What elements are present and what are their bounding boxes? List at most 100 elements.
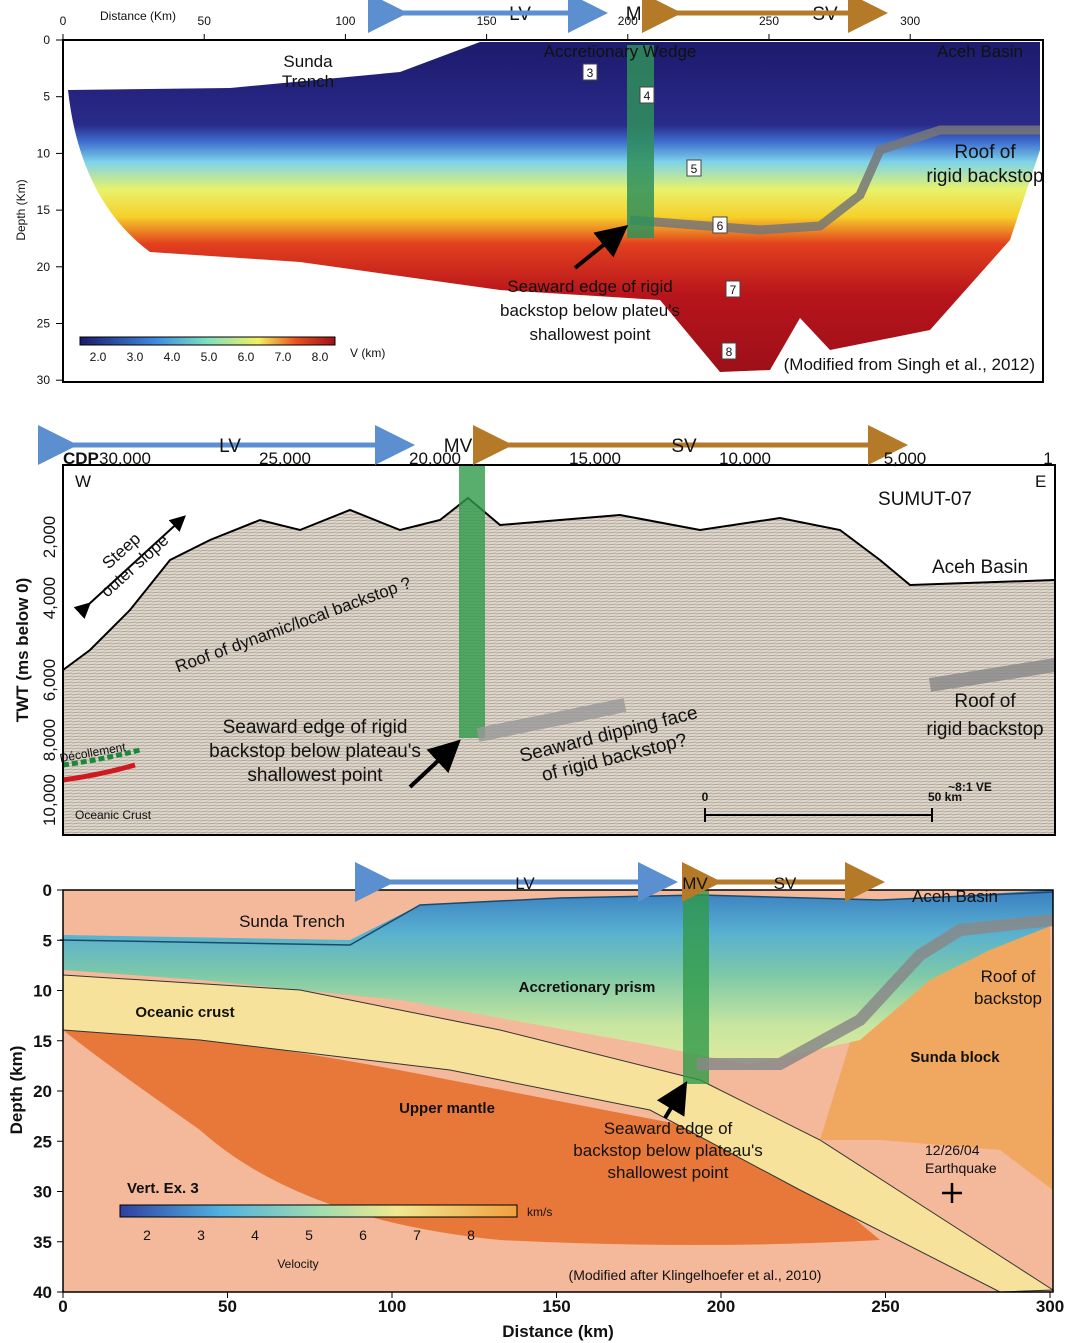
y-tick-label: 5: [43, 931, 52, 950]
label: Aceh Basin: [932, 557, 1028, 578]
line: backstop below plateu's: [500, 301, 680, 320]
x-axis-title: CDP: [63, 449, 99, 468]
y-tick-label: 25: [37, 317, 51, 331]
arrow-label: SV: [671, 436, 697, 457]
scale-label: 50 km: [928, 790, 962, 804]
y-axis-title: Depth (km): [7, 1046, 26, 1135]
line: Seaward edge of rigid: [223, 717, 408, 738]
colorbar-unit: V (km): [350, 346, 385, 360]
y-axis-title: TWT (ms below 0): [13, 578, 32, 723]
arrow-label: LV: [515, 874, 535, 893]
x-tick-label: 15,000: [569, 449, 621, 468]
y-tick-label: 15: [33, 1032, 52, 1051]
layer-label: 5: [691, 162, 698, 176]
label: Sunda Trench: [239, 912, 345, 931]
x-tick-label: 150: [542, 1297, 570, 1316]
x-tick-label: 250: [871, 1297, 899, 1316]
y-tick-label: 8,000: [40, 719, 59, 762]
x-tick-label: 10,000: [719, 449, 771, 468]
x-tick-label: 0: [60, 14, 67, 28]
line: rigid backstop: [926, 719, 1043, 740]
y-tick-label: 30: [37, 373, 51, 387]
x-tick-label: 50: [218, 1297, 237, 1316]
line: Seaward edge of rigid: [507, 277, 672, 296]
x-tick-label: 5,000: [884, 449, 927, 468]
line: backstop: [974, 989, 1042, 1008]
x-tick-label: 200: [618, 14, 638, 28]
x-tick-label: 20,000: [409, 449, 461, 468]
colorbar-unit: km/s: [527, 1205, 552, 1219]
figure: Distance (Km) Depth (Km) LV MV SV SundaT…: [0, 0, 1070, 1343]
line: shallowest point: [530, 325, 651, 344]
x-axis-title: Distance (km): [502, 1322, 613, 1341]
y-tick-label: 20: [33, 1082, 52, 1101]
credit: (Modified after Klingelhoefer et al., 20…: [569, 1267, 822, 1283]
panel-2: LV MV SV CDP TWT (ms below 0) W E SUMUT-…: [13, 436, 1055, 835]
y-tick-label: 30: [33, 1183, 52, 1202]
y-tick-label: 10: [37, 146, 51, 160]
colorbar-tick: 3: [197, 1227, 205, 1243]
label: W: [75, 472, 91, 491]
y-tick-label: 0: [43, 881, 52, 900]
colorbar-tick: 2.0: [90, 350, 107, 364]
line: backstop below plateau's: [209, 741, 421, 762]
x-tick-label: 100: [335, 14, 355, 28]
colorbar-tick: 7.0: [275, 350, 292, 364]
line: 12/26/04: [925, 1142, 980, 1158]
colorbar-tick: 2: [143, 1227, 151, 1243]
label: Oceanic crust: [135, 1004, 234, 1021]
layer-label: 8: [726, 345, 733, 359]
panel-1: Distance (Km) Depth (Km) LV MV SV SundaT…: [14, 4, 1044, 382]
x-tick-label: 150: [477, 14, 497, 28]
x-tick-label: 200: [707, 1297, 735, 1316]
line: Earthquake: [925, 1160, 997, 1176]
y-tick-label: 40: [33, 1283, 52, 1302]
colorbar-tick: 7: [413, 1227, 421, 1243]
line: Roof of: [981, 967, 1036, 986]
x-tick-label: 1: [1043, 449, 1052, 468]
label: Accretionary Wedge: [544, 42, 697, 61]
line: shallowest point: [608, 1163, 729, 1182]
colorbar-tick: 8: [467, 1227, 475, 1243]
y-tick-label: 0: [43, 33, 50, 47]
colorbar: [80, 337, 335, 345]
y-tick-label: 4,000: [40, 577, 59, 620]
line: Sunda: [283, 52, 333, 71]
y-tick-label: 35: [33, 1233, 52, 1252]
y-tick-label: 6,000: [40, 659, 59, 702]
colorbar-tick: 8.0: [312, 350, 329, 364]
label: Aceh Basin: [937, 42, 1023, 61]
layer-label: 3: [587, 66, 594, 80]
y-tick-label: 25: [33, 1132, 52, 1151]
arrow-label: MV: [682, 874, 708, 893]
arrow-label: SV: [774, 874, 797, 893]
colorbar: [120, 1205, 517, 1217]
y-tick-label: 10: [33, 982, 52, 1001]
colorbar-tick: 5.0: [201, 350, 218, 364]
x-tick-label: 300: [900, 14, 920, 28]
x-tick-label: 30,000: [99, 449, 151, 468]
layer-label: 6: [717, 219, 724, 233]
colorbar-tick: 6: [359, 1227, 367, 1243]
x-tick-label: 50: [198, 14, 212, 28]
line: rigid backstop: [926, 166, 1043, 187]
colorbar-tick: 6.0: [238, 350, 255, 364]
mv-bar: [627, 45, 654, 238]
layer-label: 4: [644, 89, 651, 103]
mv-bar: [683, 890, 709, 1084]
colorbar-tick: 4.0: [164, 350, 181, 364]
line: shallowest point: [247, 765, 383, 786]
velocity-model: [68, 42, 1040, 372]
x-tick-label: 25,000: [259, 449, 311, 468]
scale-label: 0: [702, 790, 709, 804]
label: Accretionary prism: [519, 979, 656, 996]
x-tick-label: 250: [759, 14, 779, 28]
label: Vert. Ex. 3: [127, 1180, 199, 1197]
line: Seaward edge of: [604, 1119, 733, 1138]
y-tick-label: 2,000: [40, 516, 59, 559]
colorbar-tick: 3.0: [127, 350, 144, 364]
line: Roof of: [954, 691, 1016, 712]
y-tick-label: 20: [37, 260, 51, 274]
y-tick-label: 15: [37, 203, 51, 217]
